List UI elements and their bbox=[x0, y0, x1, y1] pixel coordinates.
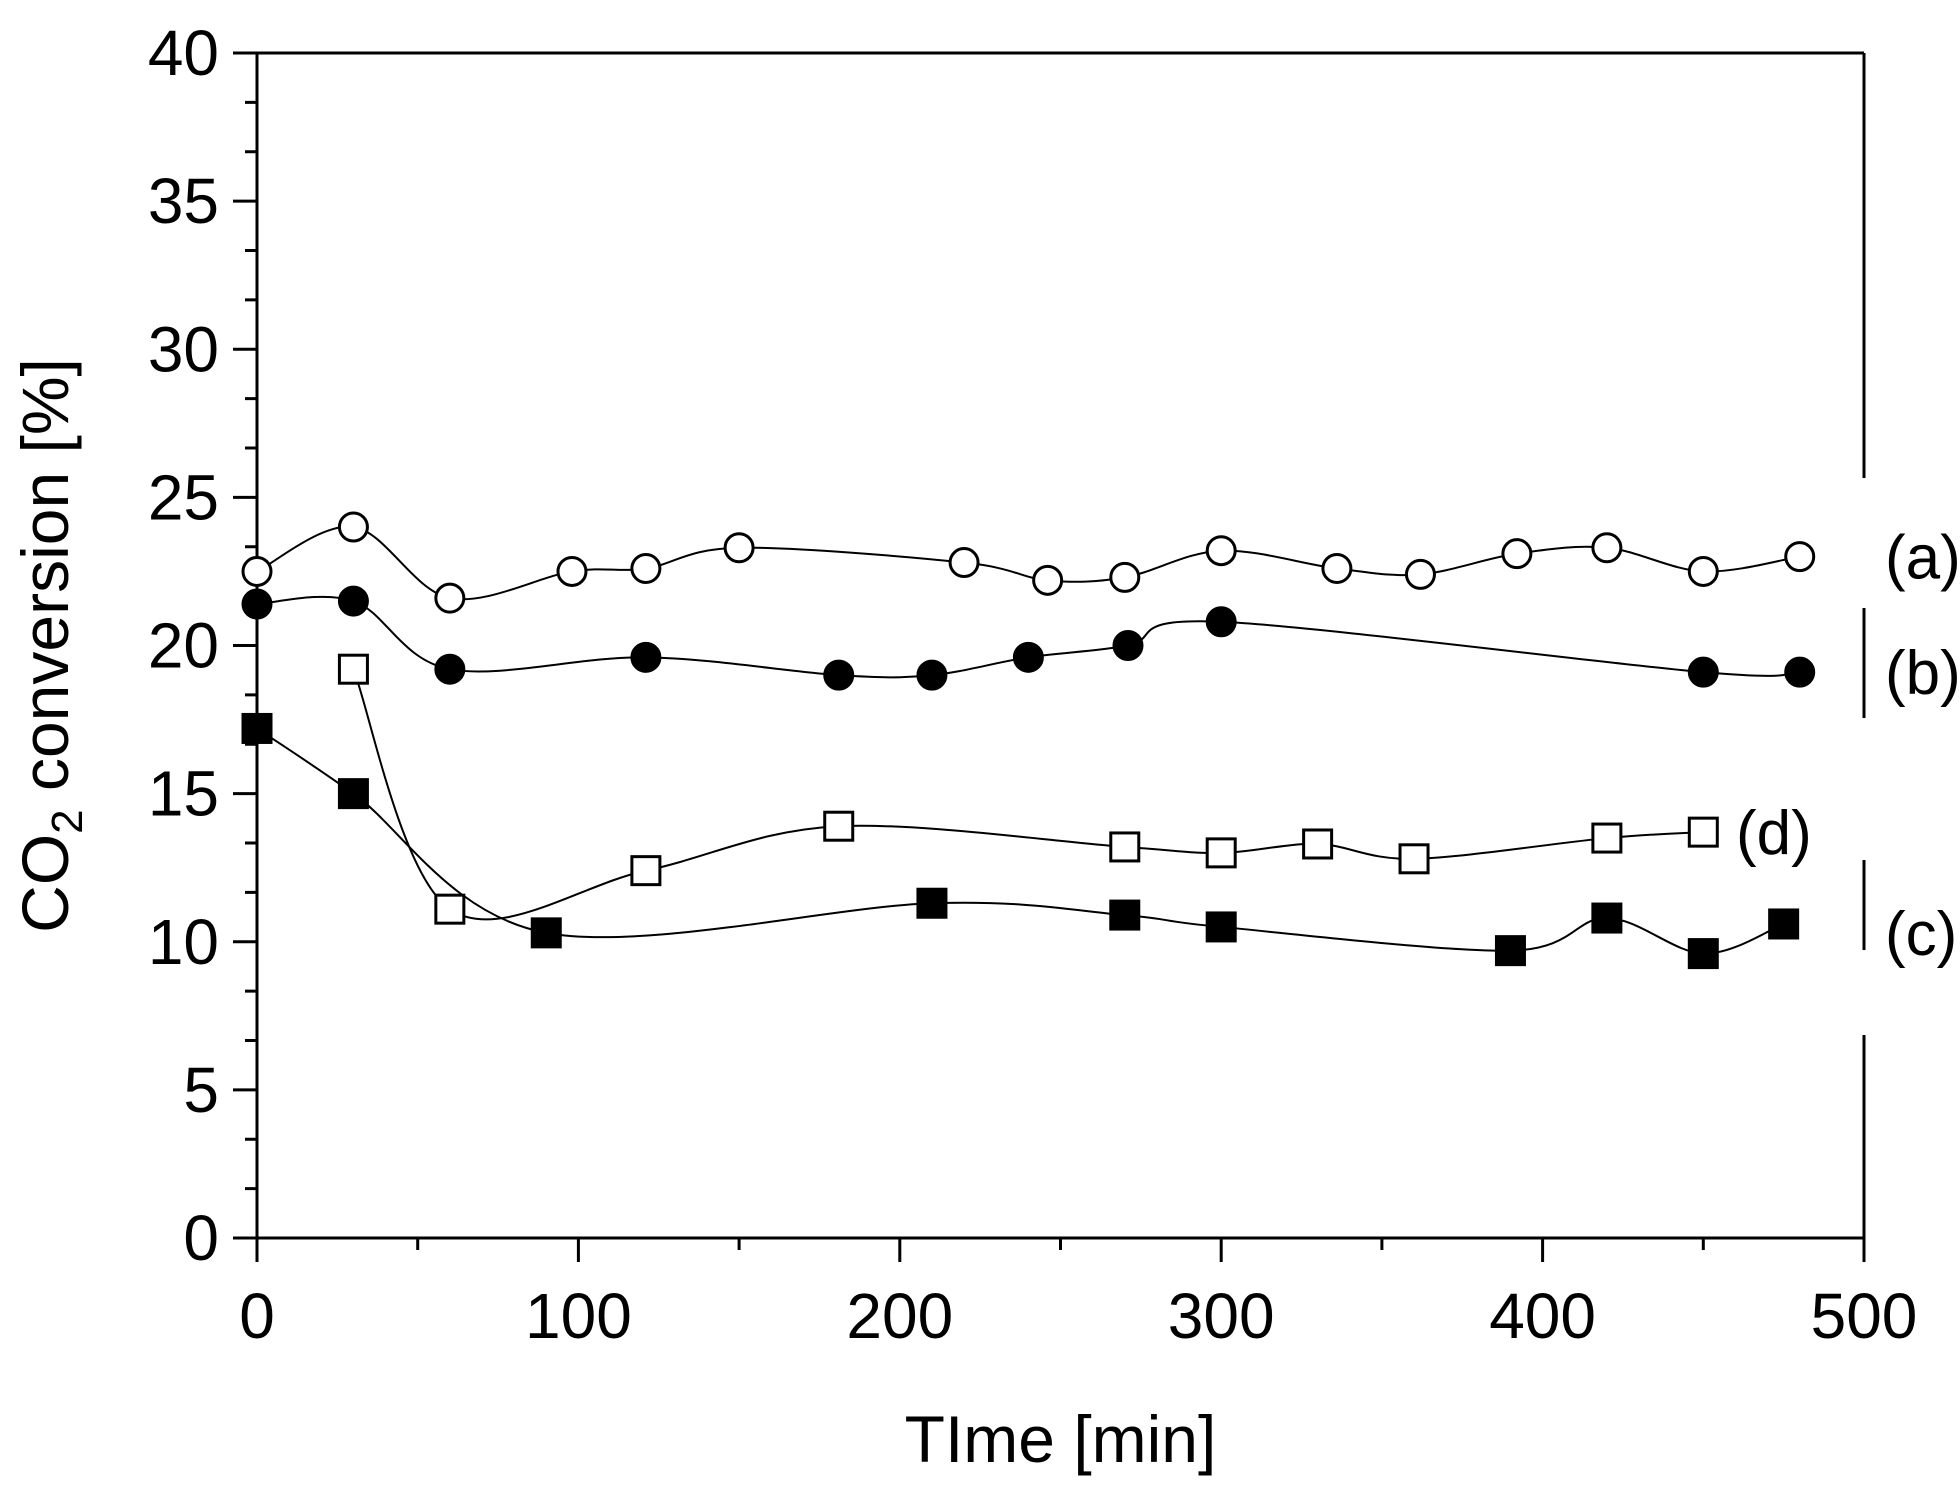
data-point-circle bbox=[1687, 555, 1719, 587]
data-point-circle bbox=[630, 552, 662, 584]
series-label: (d) bbox=[1736, 799, 1812, 868]
series-lines bbox=[256, 525, 1800, 955]
series-label: (c) bbox=[1885, 900, 1957, 969]
data-point-square bbox=[823, 810, 855, 842]
data-point-square bbox=[1687, 938, 1719, 970]
data-point-square bbox=[1768, 908, 1800, 940]
x-tick-label: 200 bbox=[846, 1280, 953, 1352]
data-point-square bbox=[337, 653, 369, 685]
x-tick-label: 100 bbox=[525, 1280, 632, 1352]
data-point-square bbox=[1591, 822, 1623, 854]
data-point-circle bbox=[1032, 564, 1064, 596]
data-point-square bbox=[1109, 899, 1141, 931]
data-point-circle bbox=[1321, 552, 1353, 584]
data-point-circle bbox=[434, 653, 466, 685]
data-point-circle bbox=[1591, 532, 1623, 564]
data-point-circle bbox=[1205, 606, 1237, 638]
data-point-circle bbox=[1501, 538, 1533, 570]
y-tick-label: 25 bbox=[148, 461, 219, 533]
data-point-square bbox=[1591, 902, 1623, 934]
data-point-square bbox=[434, 893, 466, 925]
x-axis-title: TIme [min] bbox=[905, 1402, 1217, 1476]
data-point-square bbox=[916, 887, 948, 919]
y-tick-label: 15 bbox=[148, 758, 219, 830]
data-point-square bbox=[1205, 911, 1237, 943]
series-line-3 bbox=[352, 668, 1704, 921]
data-point-circle bbox=[1012, 641, 1044, 673]
y-axis-title-subscript: 2 bbox=[43, 809, 92, 833]
series-points bbox=[241, 511, 1816, 970]
data-point-square bbox=[1302, 828, 1334, 860]
series-label: (a) bbox=[1885, 524, 1960, 593]
data-point-square bbox=[1687, 816, 1719, 848]
data-point-circle bbox=[1784, 541, 1816, 573]
data-point-square bbox=[530, 917, 562, 949]
data-point-circle bbox=[630, 641, 662, 673]
data-point-circle bbox=[556, 555, 588, 587]
y-axis-title: CO2 conversion [%] bbox=[8, 358, 92, 933]
data-point-circle bbox=[337, 585, 369, 617]
data-point-square bbox=[1494, 935, 1526, 967]
data-point-circle bbox=[823, 659, 855, 691]
data-point-circle bbox=[723, 532, 755, 564]
data-point-square bbox=[337, 778, 369, 810]
data-point-circle bbox=[916, 659, 948, 691]
data-point-circle bbox=[948, 547, 980, 579]
series-label: (b) bbox=[1885, 639, 1960, 708]
data-point-square bbox=[1109, 831, 1141, 863]
data-point-square bbox=[241, 712, 273, 744]
data-point-circle bbox=[241, 555, 273, 587]
data-point-circle bbox=[337, 511, 369, 543]
data-point-circle bbox=[1404, 558, 1436, 590]
data-point-circle bbox=[1784, 656, 1816, 688]
y-axis-title-main: CO bbox=[8, 834, 82, 933]
data-point-circle bbox=[1687, 656, 1719, 688]
x-tick-label: 400 bbox=[1489, 1280, 1596, 1352]
y-tick-label: 35 bbox=[148, 165, 219, 237]
y-tick-label: 20 bbox=[148, 610, 219, 682]
data-point-circle bbox=[241, 588, 273, 620]
y-tick-label: 5 bbox=[183, 1054, 219, 1126]
data-point-circle bbox=[1112, 630, 1144, 661]
data-point-square bbox=[1205, 837, 1237, 869]
data-point-circle bbox=[1205, 535, 1237, 567]
y-axis-title-rest: conversion [%] bbox=[8, 358, 82, 809]
y-tick-label: 0 bbox=[183, 1202, 219, 1274]
series-line-0 bbox=[256, 525, 1800, 601]
x-tick-label: 500 bbox=[1811, 1280, 1918, 1352]
y-tick-label: 10 bbox=[148, 906, 219, 978]
y-tick-label: 30 bbox=[148, 313, 219, 385]
x-tick-label: 300 bbox=[1168, 1280, 1275, 1352]
series-labels: (a) (b) (d) (c) bbox=[1736, 524, 1960, 969]
data-point-circle bbox=[1109, 561, 1141, 593]
y-tick-label: 40 bbox=[148, 17, 219, 89]
data-point-square bbox=[630, 855, 662, 887]
data-point-circle bbox=[434, 582, 466, 614]
x-tick-label: 0 bbox=[239, 1280, 275, 1352]
data-point-square bbox=[1398, 843, 1430, 875]
